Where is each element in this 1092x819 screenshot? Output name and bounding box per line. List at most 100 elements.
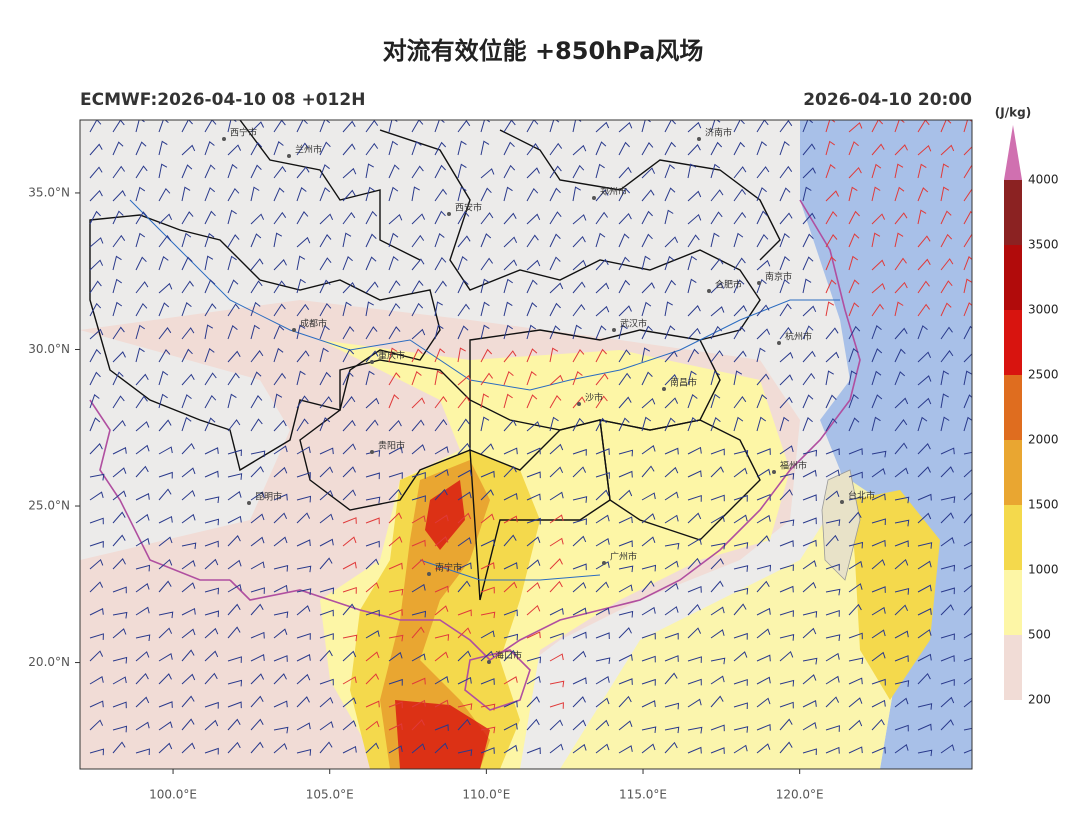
wind-barb [457,718,471,731]
wind-barb [526,559,541,570]
wind-barb [319,649,333,662]
wind-barb [296,495,312,503]
wind-barb [204,324,214,340]
wind-barb [204,540,219,548]
wind-barb [940,210,952,225]
wind-barb [135,696,150,708]
wind-barb [802,372,816,386]
wind-barb [526,471,541,479]
wind-barb [526,187,539,202]
place-dot [292,328,296,332]
wind-barb [158,580,172,593]
place-label: 南宁市 [435,562,462,574]
wind-barb [204,719,219,731]
wind-barb [526,143,540,156]
wind-barb [595,258,609,271]
wind-barb [342,603,356,616]
wind-barb [917,375,932,386]
wind-barb [664,397,679,409]
wind-barb [411,719,425,731]
wind-barb [273,140,284,156]
wind-barb [319,678,334,686]
wind-barb [779,256,790,271]
wind-barb [158,213,173,225]
wind-barb [181,301,192,317]
wind-barb [250,164,262,179]
wind-barb [756,628,771,639]
wind-barb [480,416,490,432]
wind-barb [273,372,287,386]
wind-barb [733,188,747,202]
wind-barb [549,142,563,156]
wind-barb [779,701,794,709]
wind-barb [825,120,836,133]
wind-barb [411,370,422,386]
wind-barb [664,632,679,640]
wind-barb [687,393,698,409]
wind-barb [365,326,378,340]
wind-barb [388,588,404,596]
wind-barb [434,469,449,478]
wind-barb [89,700,104,708]
colorbar-label: 2500 [1028,368,1059,382]
wind-barb [135,672,149,685]
wind-barb [434,634,450,641]
wind-barb [756,723,771,731]
wind-barb [342,143,356,156]
wind-barb [388,255,399,271]
wind-barb [917,187,929,202]
wind-barb [802,256,814,271]
wind-barb [871,493,886,501]
wind-barb [112,351,126,363]
wind-barb [388,634,404,642]
wind-barb [802,212,816,225]
wind-barb [825,746,840,754]
wind-barb [89,348,102,363]
wind-barb [181,186,191,202]
place-dot [602,561,606,565]
wind-barb [963,278,972,294]
wind-barb [940,604,954,616]
wind-barb [250,603,264,616]
wind-barb [802,560,817,570]
wind-barb [503,447,518,455]
wind-barb [963,749,972,754]
wind-barb [388,678,403,686]
wind-barb [894,697,909,708]
wind-barb [802,611,818,618]
wind-barb [848,560,863,570]
wind-barb [158,327,172,340]
wind-barb [572,496,588,503]
wind-barbs [89,120,972,757]
wind-barb [595,472,610,479]
wind-barb [204,210,216,225]
wind-barb [710,494,725,502]
wind-barb [848,603,862,616]
wind-barb [135,721,150,731]
wind-barb [595,232,606,248]
wind-barb [411,213,426,225]
wind-barb [135,281,149,294]
wind-barb [204,120,217,133]
wind-barb [641,743,656,754]
wind-barb [940,233,953,248]
wind-barb [549,607,564,616]
wind-barb [664,726,680,734]
wind-barb [411,419,425,432]
wind-barb [388,164,400,179]
wind-barb [135,634,151,642]
wind-barb [871,629,886,639]
wind-barb [457,396,471,409]
wind-barb [158,742,173,754]
wind-barb [779,140,790,156]
wind-barb [848,719,863,731]
wind-barb [871,143,885,156]
wind-barb [825,301,835,317]
wind-barb [342,211,356,225]
wind-barb [733,744,748,754]
wind-barb [319,347,329,363]
wind-barb [319,187,331,202]
wind-barb [296,588,312,595]
wind-barb [687,370,697,386]
wind-barb [871,450,887,458]
